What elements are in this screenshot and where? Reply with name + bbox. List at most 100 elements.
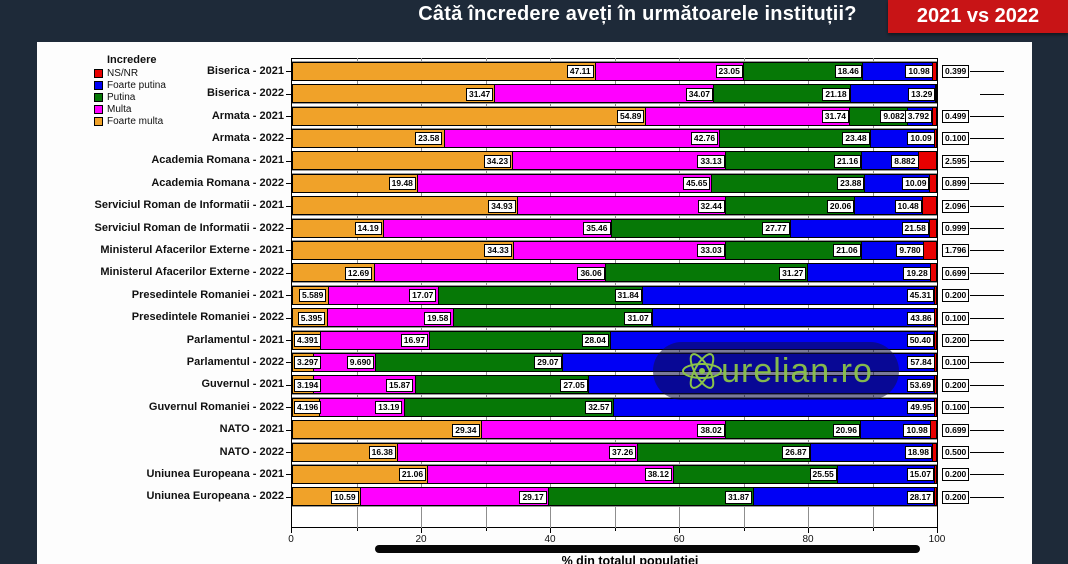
bar-segment-multa — [444, 129, 720, 147]
ns-value-box: 0.100 — [942, 311, 970, 325]
legend-item-label: Multa — [107, 104, 132, 115]
bar-segment-multa — [513, 152, 727, 170]
ns-leader-line — [970, 384, 1004, 386]
bar-segment-ns_nr — [935, 129, 937, 147]
bar-segment-multa — [517, 197, 727, 215]
value-label: 16.38 — [368, 446, 396, 459]
bar-row — [292, 464, 937, 484]
bar-segment-ns_nr — [934, 331, 936, 349]
bar-row — [292, 151, 937, 171]
value-label: 10.09 — [907, 132, 935, 146]
value-label: 36.06 — [577, 266, 605, 280]
category-label: Parlamentul - 2021 — [186, 333, 284, 346]
value-label: 3.194 — [294, 378, 322, 392]
x-axis-tick-label: 40 — [544, 534, 556, 545]
value-label: 29.17 — [519, 490, 547, 504]
bar-segment-ns_nr — [934, 376, 936, 394]
ns-leader-line — [970, 205, 1004, 207]
category-tick — [286, 407, 291, 409]
watermark: urelian.ro — [653, 342, 899, 400]
value-label: 9.082 — [880, 110, 908, 123]
value-label: 47.11 — [566, 65, 594, 79]
bar-segment-putina — [726, 197, 856, 215]
legend-item: Foarte multa — [94, 116, 166, 127]
ns-value-box: 0.200 — [942, 378, 970, 392]
ns-value-box: 0.200 — [942, 490, 970, 504]
x-axis-tick-label: 20 — [415, 534, 427, 545]
bar-segment-ns_nr — [930, 174, 936, 192]
value-label: 9.780 — [896, 244, 924, 258]
bar-row — [292, 263, 937, 283]
value-label: 23.88 — [837, 177, 865, 191]
ns-leader-line — [970, 250, 1004, 252]
x-axis-tick — [291, 528, 292, 533]
value-label: 33.13 — [697, 154, 725, 168]
bar-segment-ns_nr — [929, 219, 936, 237]
value-label: 31.27 — [779, 266, 807, 280]
bar-segment-foarte_putina — [643, 286, 935, 304]
value-label: 20.06 — [826, 199, 855, 213]
category-tick — [286, 429, 291, 431]
category-tick — [286, 228, 291, 229]
bar-segment-putina — [726, 241, 862, 259]
value-label: 54.89 — [617, 110, 645, 123]
value-label: 21.06 — [398, 468, 427, 482]
value-label: 34.33 — [484, 244, 512, 258]
value-label: 4.196 — [294, 401, 322, 415]
ns-leader-line — [970, 228, 1004, 229]
category-tick — [286, 384, 291, 386]
category-tick — [286, 138, 291, 140]
bar-segment-foarte_multa — [293, 421, 482, 439]
value-label: 21.18 — [822, 87, 850, 101]
value-label: 16.97 — [400, 334, 429, 347]
value-label: 10.98 — [903, 423, 931, 437]
legend-swatch — [94, 93, 103, 102]
x-axis-tick — [872, 528, 874, 531]
bar-segment-foarte_multa — [293, 174, 419, 192]
ns-value-box: 0.100 — [942, 356, 970, 370]
category-tick — [286, 205, 291, 207]
category-tick — [286, 340, 291, 341]
bar-segment-foarte_putina — [790, 219, 930, 237]
bar-segment-putina — [453, 309, 654, 327]
value-label: 10.98 — [905, 65, 933, 79]
legend-swatch — [94, 69, 103, 78]
value-label: 33.03 — [697, 244, 725, 258]
category-tick — [286, 250, 291, 252]
legend-item: NS/NR — [94, 68, 166, 79]
category-label: Guvernul - 2021 — [201, 378, 284, 391]
value-label: 57.84 — [907, 356, 935, 370]
legend-item-label: NS/NR — [107, 68, 139, 79]
category-tick — [286, 93, 291, 95]
x-axis-tick — [614, 528, 616, 531]
category-tick — [286, 272, 291, 274]
category-label: Ministerul Afacerilor Externe - 2021 — [100, 243, 284, 256]
category-label: NATO - 2021 — [219, 423, 284, 436]
bar-row — [292, 218, 937, 238]
legend-item-label: Putina — [107, 92, 136, 103]
ns-value-box: 0.200 — [942, 289, 970, 303]
value-label: 13.19 — [375, 401, 403, 415]
value-label: 20.96 — [832, 423, 860, 437]
ns-value-box: 0.200 — [942, 468, 970, 482]
legend-item: Multa — [94, 104, 166, 115]
bar-segment-ns_nr — [931, 264, 936, 282]
bar-segment-ns_nr — [933, 62, 936, 80]
watermark-text: urelian.ro — [721, 351, 873, 390]
ns-value-box: 0.499 — [942, 110, 970, 123]
ns-value-box: 0.399 — [942, 65, 970, 79]
value-label: 42.76 — [690, 132, 719, 146]
category-label: Presedintele Romaniei - 2021 — [131, 288, 284, 301]
bar-segment-multa — [595, 62, 745, 80]
atom-icon — [682, 353, 723, 389]
category-label: NATO - 2022 — [219, 445, 284, 458]
category-label: Academia Romana - 2022 — [151, 176, 284, 189]
category-tick — [286, 160, 291, 162]
value-label: 21.06 — [833, 244, 861, 258]
value-label: 21.58 — [901, 222, 929, 235]
ns-leader-line — [970, 496, 1004, 498]
ns-value-box: 0.100 — [942, 132, 970, 146]
ns-leader-line — [970, 272, 1004, 274]
category-label: Armata - 2022 — [211, 131, 284, 144]
